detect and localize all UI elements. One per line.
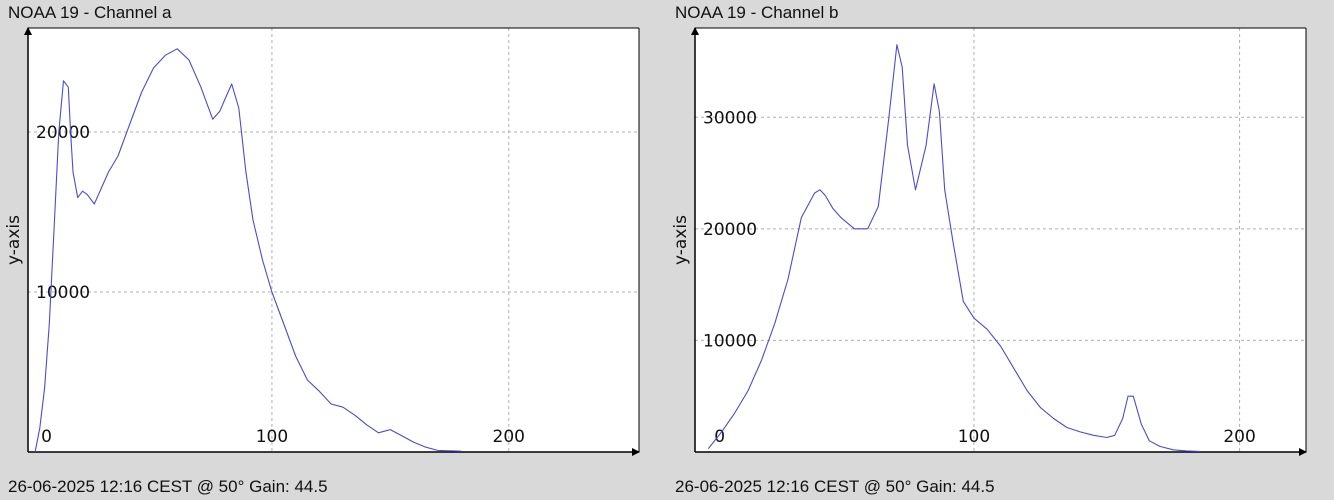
y-axis-arrow: [24, 27, 32, 35]
y-tick-label: 20000: [703, 220, 757, 240]
chart-title: NOAA 19 - Channel a: [8, 3, 172, 22]
x-axis-arrow: [632, 448, 640, 456]
chart-panel-a: NOAA 19 - Channel a 0 100 200 10000 20000 y-a…: [4, 3, 640, 496]
chart-footer: 26-06-2025 12:16 CEST @ 50° Gain: 44.5: [675, 477, 995, 496]
plot-background: [28, 28, 639, 452]
chart-footer: 26-06-2025 12:16 CEST @ 50° Gain: 44.5: [8, 477, 328, 496]
x-tick-label: 0: [714, 427, 725, 447]
y-axis-label: y-axis: [671, 215, 691, 265]
series-line-0: [34, 48, 462, 453]
chart-title: NOAA 19 - Channel b: [675, 3, 839, 22]
y-tick-label: 10000: [703, 331, 757, 351]
y-axis-arrow: [691, 27, 699, 35]
y-axis-label: y-axis: [4, 215, 24, 265]
x-tick-label: 100: [256, 427, 288, 447]
y-tick-label: 20000: [36, 123, 90, 143]
x-tick-label: 200: [493, 427, 525, 447]
y-tick-label: 30000: [703, 108, 757, 128]
y-tick-label: 10000: [36, 283, 90, 303]
x-axis-arrow: [1299, 448, 1307, 456]
plot-area-a: 0 100 200 10000 20000 y-axis: [4, 27, 640, 456]
chart-panel-b: NOAA 19 - Channel b 0 100 200 10000 20000 300…: [667, 0, 1334, 500]
x-tick-label: 200: [1223, 427, 1255, 447]
x-tick-label: 0: [41, 427, 52, 447]
x-tick-label: 100: [958, 427, 990, 447]
series-line-0: [707, 44, 1200, 452]
plot-background: [695, 28, 1306, 452]
plot-area-b: 0 100 200 10000 20000 30000 y-axis: [671, 27, 1307, 456]
